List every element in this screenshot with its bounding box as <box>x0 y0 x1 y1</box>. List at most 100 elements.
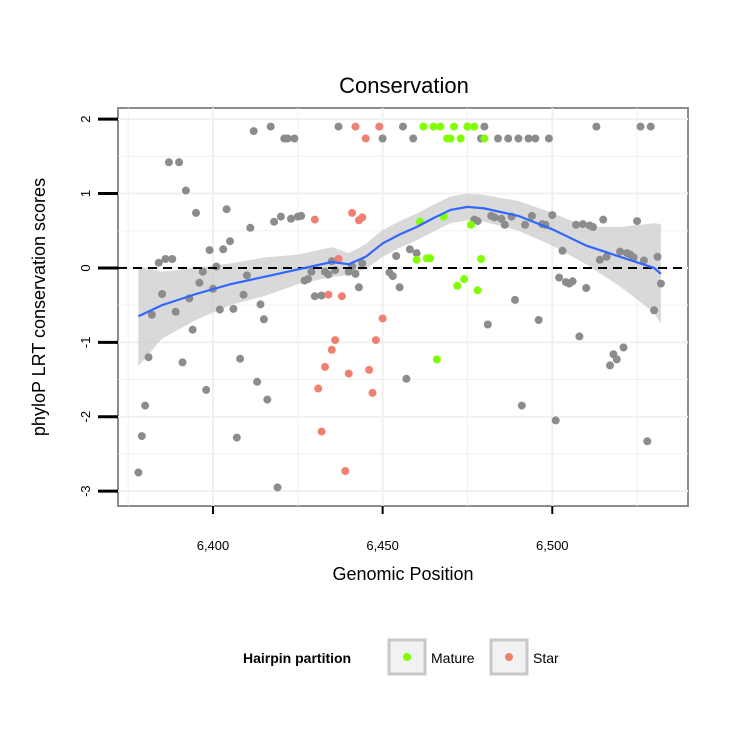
point-other <box>317 291 326 300</box>
point-other <box>483 320 492 329</box>
point-other <box>490 213 499 222</box>
point-other <box>497 214 506 223</box>
point-star <box>334 255 343 263</box>
point-other <box>304 275 312 284</box>
y-tick-label: 2 <box>78 116 93 123</box>
x-tick-label: 6,400 <box>197 538 230 553</box>
point-mature <box>453 281 462 290</box>
point-mature <box>480 134 489 143</box>
point-mature <box>473 286 482 295</box>
point-other <box>324 270 333 279</box>
legend-marker-mature <box>403 653 411 661</box>
confidence-band <box>138 193 661 367</box>
point-other <box>599 215 608 224</box>
legend-label-mature: Mature <box>431 650 475 666</box>
point-other <box>589 223 597 231</box>
point-other <box>602 252 611 261</box>
point-other <box>595 255 604 264</box>
point-star <box>371 336 380 345</box>
point-other <box>378 134 387 143</box>
point-other <box>171 307 180 316</box>
x-tick-label: 6,450 <box>366 538 399 553</box>
point-other <box>256 300 265 309</box>
point-mature <box>449 122 458 131</box>
point-other <box>297 211 306 220</box>
point-other <box>270 217 279 226</box>
point-other <box>307 267 316 276</box>
y-tick-label: -3 <box>78 485 93 497</box>
point-mature <box>463 122 472 131</box>
point-other <box>612 355 621 364</box>
point-other <box>551 416 560 425</box>
point-star <box>375 122 384 131</box>
point-other <box>548 211 557 220</box>
point-other <box>141 401 150 410</box>
point-other <box>232 433 241 442</box>
point-other <box>198 267 207 276</box>
point-other <box>527 211 536 220</box>
point-other <box>212 262 221 271</box>
point-other <box>358 259 367 268</box>
point-other <box>246 223 255 232</box>
point-mature <box>466 220 475 229</box>
point-other <box>619 343 628 352</box>
point-other <box>402 374 411 383</box>
point-other <box>215 305 224 314</box>
point-star <box>317 427 326 436</box>
point-mature <box>446 134 455 143</box>
point-other <box>388 272 397 281</box>
point-other <box>192 208 200 217</box>
point-other <box>154 258 163 267</box>
point-other <box>188 325 197 334</box>
point-other <box>395 283 404 292</box>
point-other <box>283 134 292 143</box>
point-other <box>494 134 502 143</box>
point-other <box>517 401 526 410</box>
point-other <box>134 468 143 477</box>
point-other <box>222 205 231 214</box>
point-other <box>239 290 248 299</box>
point-other <box>656 279 665 288</box>
point-other <box>266 122 275 131</box>
y-tick-label: 1 <box>78 190 93 197</box>
point-other <box>158 290 167 298</box>
point-other <box>582 284 591 292</box>
point-other <box>290 134 299 143</box>
point-mature <box>477 255 485 263</box>
point-other <box>558 246 567 255</box>
point-other <box>273 483 282 492</box>
confidence-band-area <box>138 193 661 367</box>
point-other <box>531 134 540 143</box>
point-mature <box>429 122 438 131</box>
point-star <box>365 365 374 374</box>
data-points <box>134 122 665 492</box>
point-other <box>161 255 170 263</box>
x-axis-title: Genomic Position <box>332 564 473 584</box>
point-other <box>572 220 580 229</box>
point-other <box>178 358 187 367</box>
point-other <box>405 245 414 254</box>
point-other <box>544 134 553 143</box>
point-other <box>253 377 262 386</box>
point-other <box>524 134 533 143</box>
point-other <box>242 271 251 280</box>
point-other <box>568 277 577 286</box>
point-mature <box>426 254 435 263</box>
y-tick-label: -2 <box>78 411 93 423</box>
point-star <box>368 388 377 397</box>
legend-title: Hairpin partition <box>243 650 351 666</box>
point-other <box>409 134 418 143</box>
point-star <box>378 314 387 323</box>
legend-label-star: Star <box>533 650 559 666</box>
point-star <box>321 362 329 371</box>
point-other <box>287 214 295 223</box>
x-tick-label: 6,500 <box>536 538 569 553</box>
point-other <box>236 354 245 363</box>
point-other <box>310 292 319 301</box>
point-other <box>606 361 614 370</box>
point-other <box>643 437 652 446</box>
point-mature <box>456 134 465 143</box>
point-other <box>653 252 662 261</box>
legend-marker-star <box>505 653 513 661</box>
